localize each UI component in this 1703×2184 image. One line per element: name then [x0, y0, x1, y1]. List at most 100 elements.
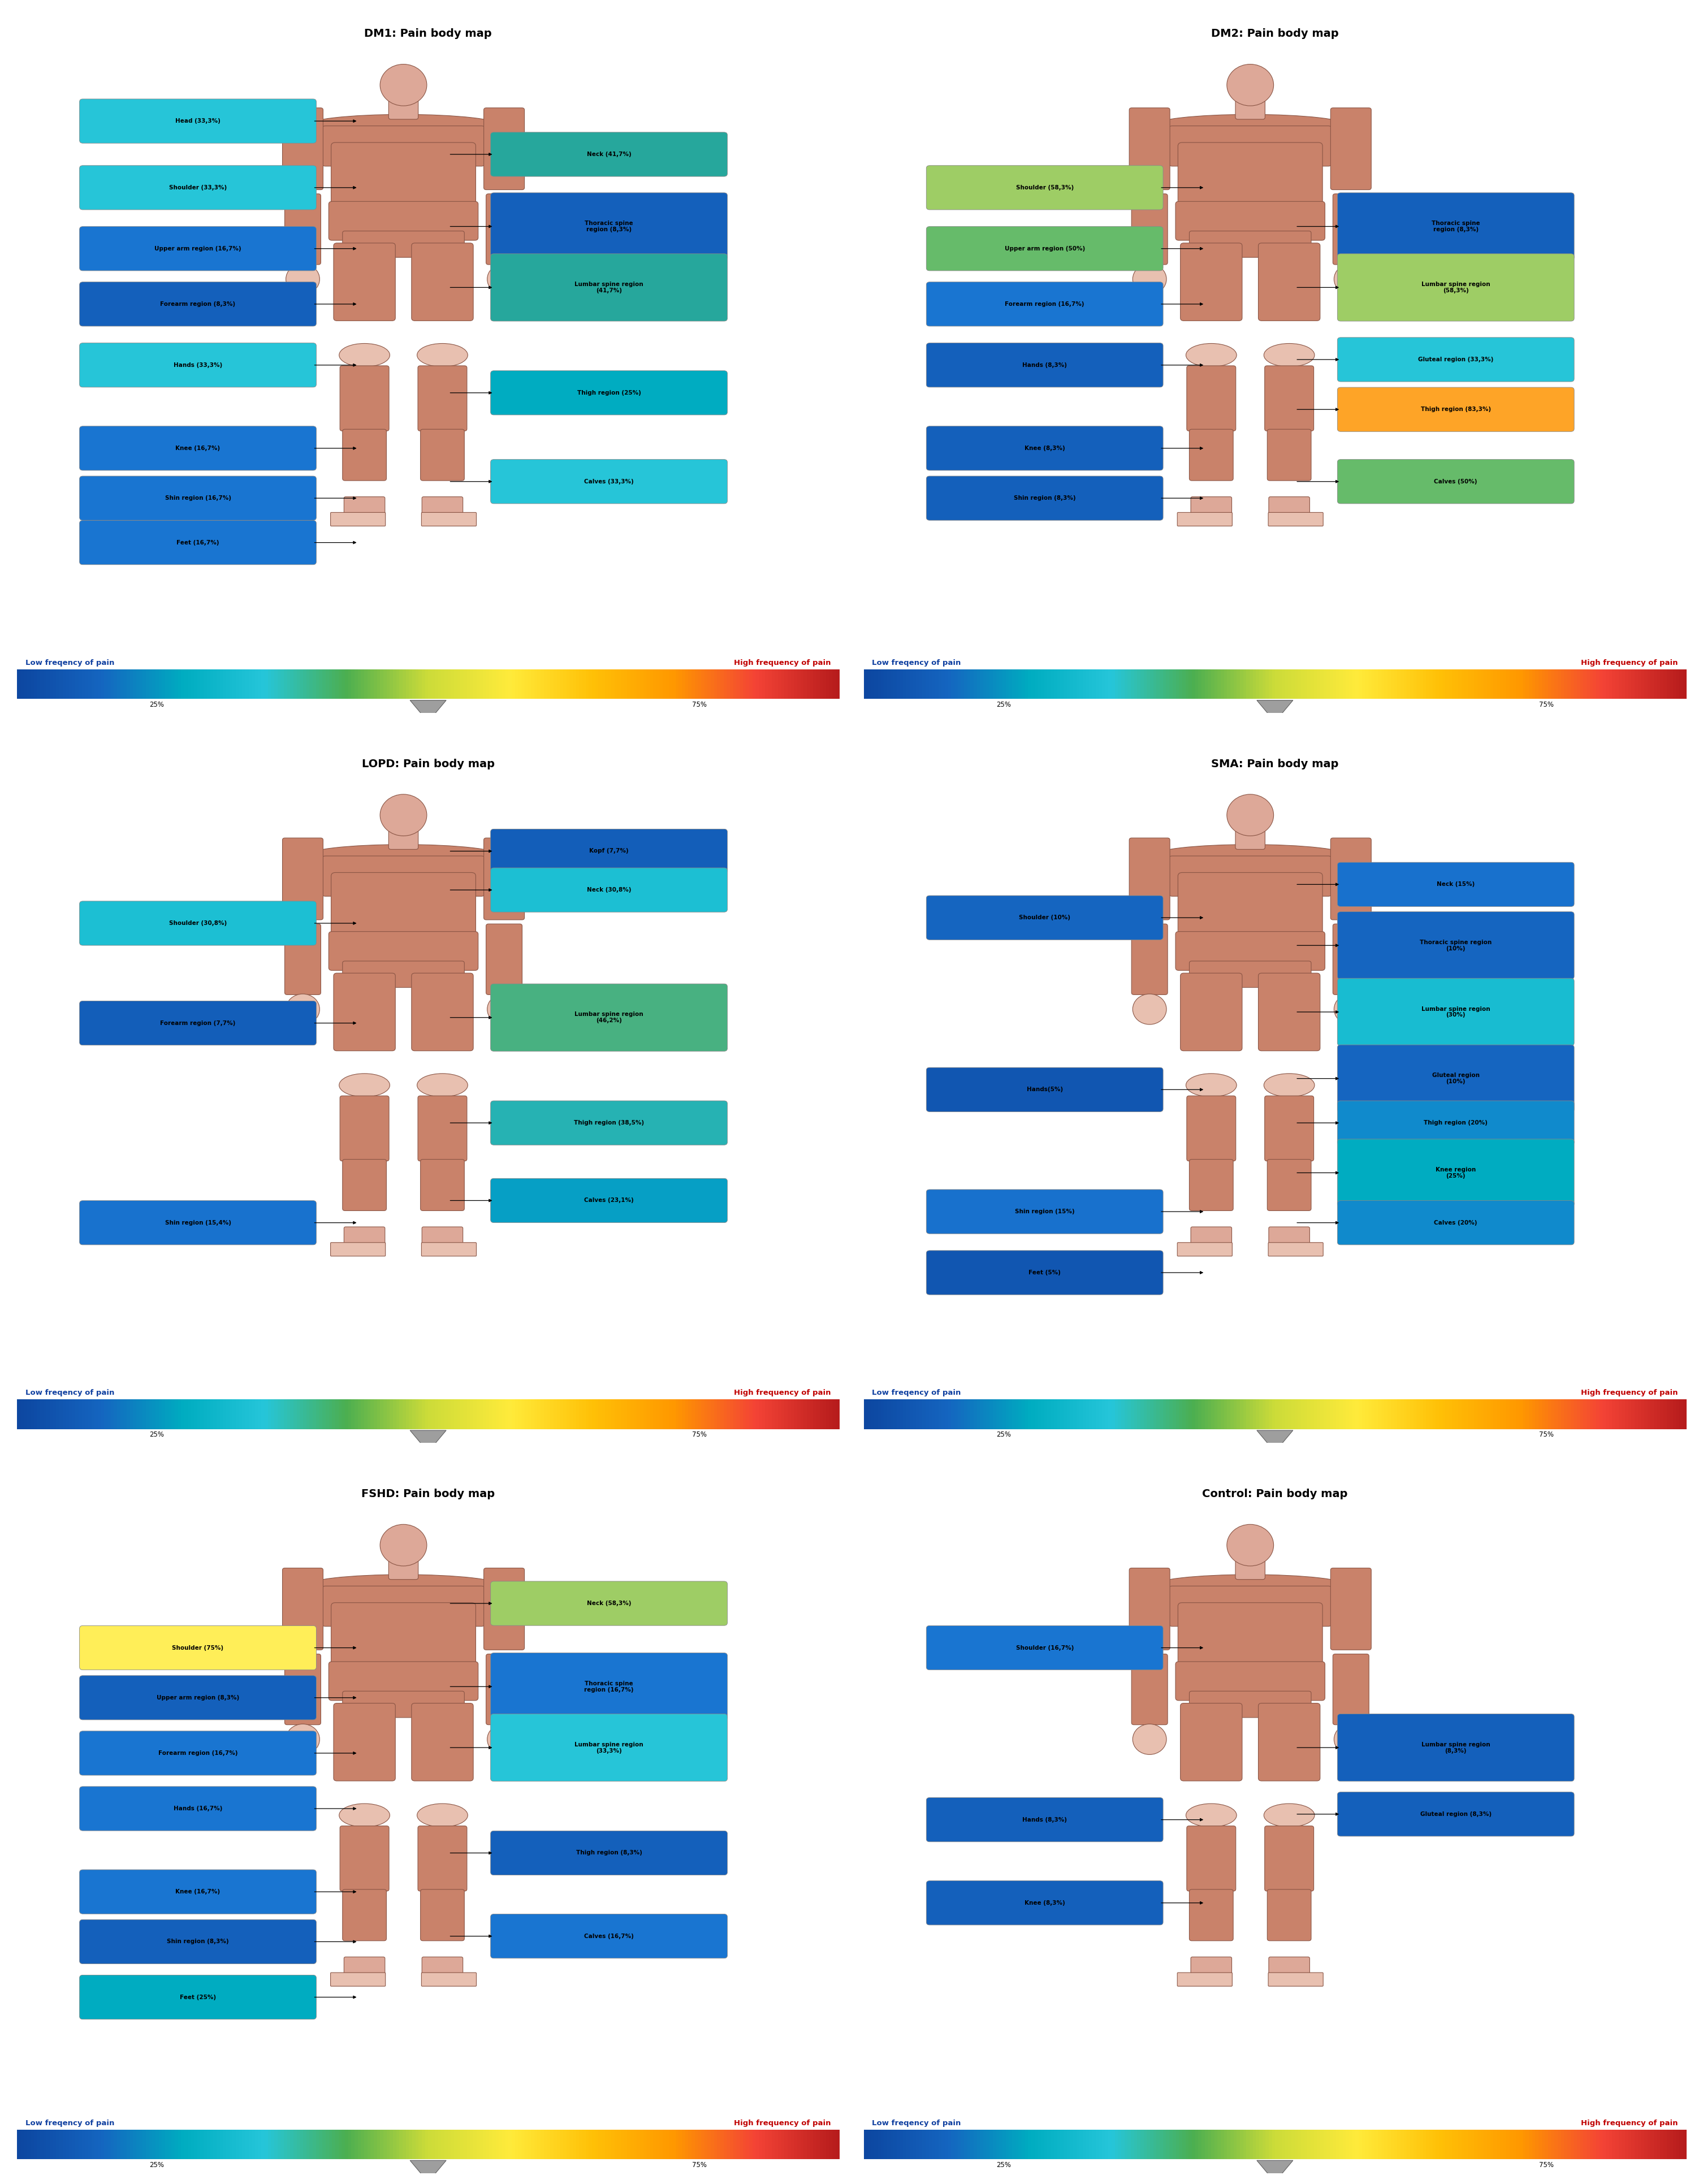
Text: Gluteal region (33,3%): Gluteal region (33,3%) — [1419, 356, 1494, 363]
Ellipse shape — [1264, 343, 1315, 367]
FancyBboxPatch shape — [80, 1675, 317, 1719]
Ellipse shape — [487, 1723, 521, 1754]
FancyBboxPatch shape — [1269, 513, 1323, 526]
Ellipse shape — [339, 1804, 390, 1826]
Text: Shoulder (16,7%): Shoulder (16,7%) — [1015, 1645, 1073, 1651]
FancyBboxPatch shape — [484, 839, 525, 919]
FancyBboxPatch shape — [926, 895, 1163, 939]
Text: Thoracic spine region
(10%): Thoracic spine region (10%) — [1420, 939, 1492, 952]
Text: Thigh region (20%): Thigh region (20%) — [1424, 1120, 1488, 1125]
FancyBboxPatch shape — [1337, 387, 1574, 432]
Ellipse shape — [1132, 994, 1167, 1024]
FancyBboxPatch shape — [926, 1068, 1163, 1112]
FancyBboxPatch shape — [926, 343, 1163, 387]
Text: Calves (23,1%): Calves (23,1%) — [584, 1197, 634, 1203]
FancyBboxPatch shape — [1337, 978, 1574, 1046]
FancyBboxPatch shape — [412, 1704, 473, 1780]
FancyBboxPatch shape — [1269, 1227, 1310, 1247]
FancyBboxPatch shape — [1168, 1586, 1332, 1627]
Text: 50%: 50% — [421, 2162, 436, 2169]
FancyBboxPatch shape — [490, 133, 727, 177]
FancyBboxPatch shape — [1131, 924, 1168, 994]
Ellipse shape — [286, 994, 320, 1024]
FancyBboxPatch shape — [80, 166, 317, 210]
FancyBboxPatch shape — [342, 1889, 387, 1942]
FancyBboxPatch shape — [1337, 1201, 1574, 1245]
Polygon shape — [1257, 2160, 1293, 2182]
FancyBboxPatch shape — [1190, 1227, 1231, 1247]
FancyBboxPatch shape — [329, 1662, 479, 1701]
FancyBboxPatch shape — [490, 1913, 727, 1959]
Text: 25%: 25% — [996, 701, 1012, 708]
Text: DM2: Pain body map: DM2: Pain body map — [1211, 28, 1339, 39]
FancyBboxPatch shape — [485, 194, 523, 264]
Text: 75%: 75% — [691, 1431, 707, 1439]
Ellipse shape — [1153, 845, 1347, 867]
FancyBboxPatch shape — [1190, 1957, 1231, 1977]
Ellipse shape — [380, 1524, 427, 1566]
FancyBboxPatch shape — [422, 1227, 463, 1247]
Text: Thigh region (83,3%): Thigh region (83,3%) — [1420, 406, 1490, 413]
Text: Low freqency of pain: Low freqency of pain — [872, 660, 960, 666]
FancyBboxPatch shape — [341, 1826, 388, 1891]
FancyBboxPatch shape — [1269, 1957, 1310, 1977]
FancyBboxPatch shape — [80, 1732, 317, 1776]
Ellipse shape — [1153, 114, 1347, 138]
FancyBboxPatch shape — [342, 1160, 387, 1210]
Text: Shin region (15%): Shin region (15%) — [1015, 1208, 1075, 1214]
Text: Thigh region (8,3%): Thigh region (8,3%) — [576, 1850, 642, 1856]
FancyBboxPatch shape — [926, 1190, 1163, 1234]
FancyBboxPatch shape — [322, 856, 485, 895]
FancyBboxPatch shape — [344, 1227, 385, 1247]
FancyBboxPatch shape — [1178, 874, 1323, 941]
Text: 75%: 75% — [691, 2162, 707, 2169]
Polygon shape — [410, 2160, 446, 2182]
Text: Upper arm region (8,3%): Upper arm region (8,3%) — [157, 1695, 238, 1701]
Ellipse shape — [1333, 994, 1368, 1024]
Text: Knee (16,7%): Knee (16,7%) — [175, 1889, 220, 1894]
Text: Gluteal region (8,3%): Gluteal region (8,3%) — [1420, 1811, 1492, 1817]
FancyBboxPatch shape — [421, 430, 465, 480]
FancyBboxPatch shape — [490, 253, 727, 321]
Text: Forearm region (7,7%): Forearm region (7,7%) — [160, 1020, 235, 1026]
Text: High frequency of pain: High frequency of pain — [1580, 2118, 1677, 2127]
FancyBboxPatch shape — [1265, 1096, 1313, 1162]
FancyBboxPatch shape — [417, 365, 467, 430]
Text: Shin region (8,3%): Shin region (8,3%) — [167, 1939, 228, 1944]
Text: Knee (8,3%): Knee (8,3%) — [1025, 1900, 1064, 1907]
Text: Head (33,3%): Head (33,3%) — [175, 118, 220, 124]
Text: Shin region (15,4%): Shin region (15,4%) — [165, 1221, 232, 1225]
Text: Shin region (8,3%): Shin region (8,3%) — [1013, 496, 1076, 500]
FancyBboxPatch shape — [80, 520, 317, 566]
Ellipse shape — [1185, 343, 1236, 367]
FancyBboxPatch shape — [1187, 1826, 1236, 1891]
FancyBboxPatch shape — [926, 476, 1163, 520]
FancyBboxPatch shape — [1189, 1889, 1233, 1942]
FancyBboxPatch shape — [1235, 98, 1265, 120]
Text: FSHD: Pain body map: FSHD: Pain body map — [361, 1489, 496, 1500]
Text: Lumbar spine region
(58,3%): Lumbar spine region (58,3%) — [1422, 282, 1490, 293]
Text: Low freqency of pain: Low freqency of pain — [26, 1389, 114, 1398]
FancyBboxPatch shape — [1267, 1889, 1311, 1942]
Text: Upper arm region (50%): Upper arm region (50%) — [1005, 247, 1085, 251]
Text: Hands (8,3%): Hands (8,3%) — [1022, 1817, 1068, 1821]
Ellipse shape — [1153, 1575, 1347, 1597]
Text: 75%: 75% — [1540, 701, 1553, 708]
FancyBboxPatch shape — [1177, 513, 1233, 526]
FancyBboxPatch shape — [330, 1603, 475, 1671]
FancyBboxPatch shape — [1180, 1704, 1241, 1780]
FancyBboxPatch shape — [80, 98, 317, 144]
FancyBboxPatch shape — [421, 1972, 477, 1985]
Text: Calves (20%): Calves (20%) — [1434, 1221, 1478, 1225]
FancyBboxPatch shape — [80, 476, 317, 520]
Text: SMA: Pain body map: SMA: Pain body map — [1211, 758, 1339, 769]
FancyBboxPatch shape — [80, 1201, 317, 1245]
FancyBboxPatch shape — [484, 1568, 525, 1649]
FancyBboxPatch shape — [80, 282, 317, 325]
Text: High frequency of pain: High frequency of pain — [734, 1389, 831, 1398]
Text: Neck (58,3%): Neck (58,3%) — [588, 1601, 632, 1605]
Text: Lumbar spine region
(30%): Lumbar spine region (30%) — [1422, 1007, 1490, 1018]
Text: Lumbar spine region
(8,3%): Lumbar spine region (8,3%) — [1422, 1741, 1490, 1754]
Text: 50%: 50% — [1267, 701, 1282, 708]
Text: Lumbar spine region
(41,7%): Lumbar spine region (41,7%) — [574, 282, 644, 293]
